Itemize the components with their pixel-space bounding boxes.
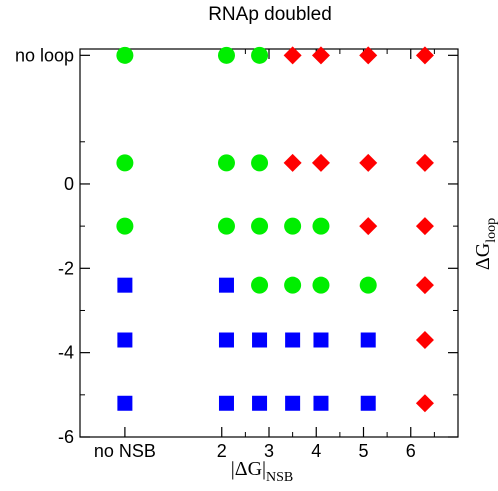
x-tick-label: 2 — [217, 441, 227, 461]
chart-title: RNAp doubled — [208, 4, 332, 25]
diamond-point — [415, 331, 434, 349]
circle-point — [116, 217, 134, 235]
circle-point — [116, 46, 134, 64]
y-tick-label: -4 — [58, 343, 74, 363]
y-tick-label: -2 — [58, 258, 74, 278]
diamond-point — [415, 217, 434, 236]
square-point — [218, 332, 234, 348]
diamond-point — [415, 276, 434, 295]
circle-point — [312, 217, 330, 235]
circle-point — [251, 276, 269, 294]
diamond-point — [415, 394, 434, 413]
x-tick-label: 5 — [358, 441, 368, 461]
axis-ticks: no NSB 2 3 4 5 6 0 -2 -4 -6 no loop — [15, 45, 458, 461]
diamond-point — [283, 46, 302, 65]
square-point — [218, 395, 234, 411]
square-point — [117, 395, 133, 411]
x-tick-label: 6 — [406, 441, 416, 461]
square-point — [313, 395, 329, 411]
y-tick-label: -6 — [58, 427, 74, 447]
circle-point — [284, 276, 302, 294]
square-point — [117, 277, 133, 293]
square-point — [117, 332, 133, 348]
diamond-point — [359, 153, 378, 172]
diamond-point — [311, 46, 330, 65]
circle-point — [251, 46, 269, 64]
x-tick-label: 4 — [311, 441, 321, 461]
plot-frame — [79, 48, 459, 438]
diamond-point — [283, 153, 302, 172]
circle-point — [312, 276, 330, 294]
diamond-point — [359, 217, 378, 236]
square-point — [313, 332, 329, 348]
circle-point — [251, 217, 269, 235]
y-tick-label: no loop — [15, 45, 74, 65]
x-tick-label: no NSB — [94, 441, 156, 461]
circle-point — [217, 217, 235, 235]
x-tick-label: 3 — [264, 441, 274, 461]
circle-point — [116, 154, 134, 172]
square-point — [252, 395, 268, 411]
y-axis-label: ΔGloop — [472, 218, 498, 270]
circle-point — [359, 276, 377, 294]
circle-point — [217, 46, 235, 64]
square-point — [252, 332, 268, 348]
circle-point — [284, 217, 302, 235]
diamond-point — [359, 46, 378, 65]
y-tick-label: 0 — [64, 174, 74, 194]
circle-point — [217, 154, 235, 172]
square-point — [285, 395, 301, 411]
data-marks — [116, 46, 434, 413]
x-axis-label: |ΔG|NSB — [231, 458, 294, 485]
circle-point — [251, 154, 269, 172]
square-point — [218, 277, 234, 293]
square-point — [360, 395, 376, 411]
diamond-point — [415, 46, 434, 65]
square-point — [285, 332, 301, 348]
diamond-point — [311, 153, 330, 172]
diamond-point — [415, 153, 434, 172]
square-point — [360, 332, 376, 348]
